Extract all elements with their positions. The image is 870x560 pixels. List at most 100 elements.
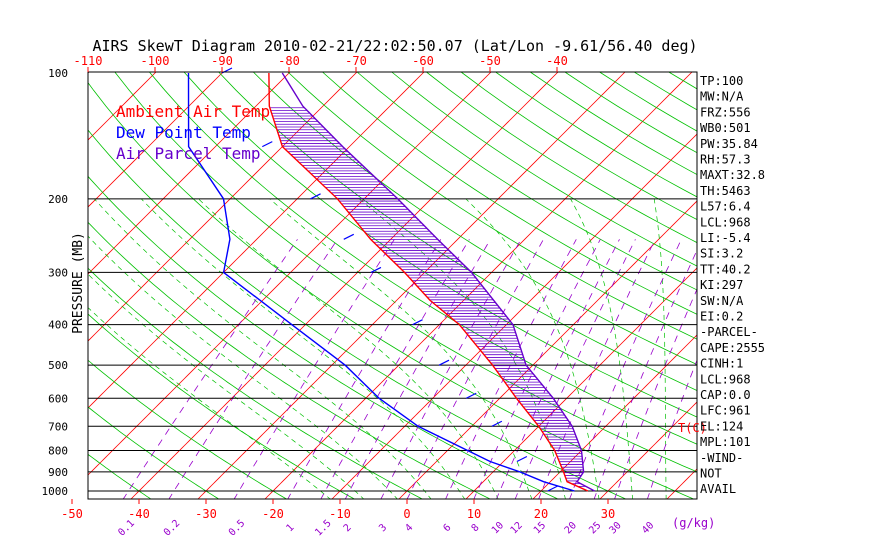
isotherm-line xyxy=(197,72,626,499)
mixing-ratio-line xyxy=(168,239,338,499)
moist-adiabat-line xyxy=(88,307,331,499)
dry-adiabat-line xyxy=(774,54,870,500)
dry-adiabat-line xyxy=(252,72,697,366)
top-tick-label: -90 xyxy=(211,54,233,68)
bottom-tick-label: -50 xyxy=(61,507,83,521)
isotherm-line xyxy=(398,200,697,499)
wind-marker xyxy=(262,141,273,148)
mixing-ratio-line xyxy=(473,239,601,499)
index-label: MAXT:32.8 xyxy=(700,168,765,182)
index-label: L57:6.4 xyxy=(700,200,751,214)
mixing-ratio-line xyxy=(233,239,395,499)
wind-marker xyxy=(465,392,477,399)
dry-adiabat-line xyxy=(356,72,697,291)
moist-adiabat-line xyxy=(94,198,432,499)
top-tick-label: -60 xyxy=(412,54,434,68)
wind-marker xyxy=(547,485,558,492)
bottom-tick-label: 20 xyxy=(534,507,548,521)
mixing-ratio-label: 4 xyxy=(403,522,415,534)
profile-lines xyxy=(187,72,595,492)
wind-marker xyxy=(370,266,382,273)
y-tick-label: 700 xyxy=(48,420,68,433)
bottom-tick-label: 30 xyxy=(601,507,615,521)
index-label: FRZ:556 xyxy=(700,105,751,119)
isotherm-line xyxy=(800,54,870,500)
isotherm-line xyxy=(88,72,358,342)
legend: Ambient Air Temp Dew Point Temp Air Parcel… xyxy=(116,102,270,163)
index-label: LCL:968 xyxy=(700,215,751,229)
top-tick-label: -70 xyxy=(345,54,367,68)
x-unit-label: T(C) xyxy=(678,421,707,435)
mixing-ratio-label: 0.5 xyxy=(227,518,248,539)
y-tick-label: 900 xyxy=(48,466,68,479)
mixing-ratio-label: 30 xyxy=(608,520,624,536)
y-tick-label: 400 xyxy=(48,319,68,332)
isotherm-line xyxy=(88,72,425,409)
bottom-tick-label: 0 xyxy=(403,507,410,521)
y-tick-label: 1000 xyxy=(42,485,69,498)
dry-adiabat-line xyxy=(88,406,220,499)
isotherm-line xyxy=(465,267,697,499)
top-temperature-axis: -110 -100 -90 -80 -70 -60 -50 -40 xyxy=(74,54,568,72)
mixing-ratio-line xyxy=(344,239,491,499)
background-lines xyxy=(88,54,870,500)
dry-adiabat-line xyxy=(668,72,697,90)
dry-adiabat-line xyxy=(842,54,870,500)
top-tick-label: -50 xyxy=(479,54,501,68)
y-axis-label: PRESSURE (MB) xyxy=(71,232,86,334)
index-label: RH:57.3 xyxy=(700,153,751,167)
mixing-ratio-line xyxy=(122,239,298,499)
bottom-tick-label: 10 xyxy=(467,507,481,521)
wind-markers xyxy=(221,67,558,492)
dry-adiabat-line xyxy=(741,54,870,500)
chart-title: AIRS SkewT Diagram 2010-02-21/22:02:50.0… xyxy=(92,37,697,55)
wind-marker xyxy=(438,359,450,366)
index-label: LI:-5.4 xyxy=(700,231,751,245)
index-label: NOT xyxy=(700,467,722,481)
moist-adiabat-line xyxy=(269,198,533,499)
top-tick-label: -100 xyxy=(141,54,170,68)
mixing-ratio-line xyxy=(614,288,697,499)
index-label: TP:100 xyxy=(700,74,743,88)
mixing-ratio-label: 0.1 xyxy=(116,518,137,539)
mixing-ratio-label: 2 xyxy=(342,522,354,534)
y-tick-label: 600 xyxy=(48,392,68,405)
index-label: TH:5463 xyxy=(700,184,751,198)
mixing-ratio-unit-label: (g/kg) xyxy=(672,516,715,530)
dry-adiabat-line xyxy=(88,453,152,499)
series-line-air-parcel-temp xyxy=(281,72,595,492)
wind-marker xyxy=(412,319,423,326)
mixing-ratio-label: 12 xyxy=(509,520,525,536)
isotherm-line xyxy=(733,54,870,500)
top-tick-label: -110 xyxy=(74,54,103,68)
y-tick-label: 800 xyxy=(48,444,68,457)
mixing-ratio-label: 40 xyxy=(640,520,656,536)
isotherm-line xyxy=(331,133,697,499)
y-tick-label: 100 xyxy=(48,67,68,80)
mixing-ratio-labels: 0.1 0.2 0.5 1 1.5 2 3 4 6 8 10 12 15 20 25 30 40 xyxy=(116,518,656,539)
moist-adiabat-line xyxy=(88,235,398,499)
legend-entry: Ambient Air Temp xyxy=(116,102,270,121)
mixing-ratio-label: 25 xyxy=(587,520,603,536)
index-label: EI:0.2 xyxy=(700,310,743,324)
index-label: LFC:961 xyxy=(700,404,751,418)
index-label: TT:40.2 xyxy=(700,262,751,276)
dry-adiabat-line xyxy=(808,54,870,500)
dry-adiabat-line xyxy=(88,313,356,499)
index-label: SI:3.2 xyxy=(700,247,743,261)
mixing-ratio-line xyxy=(406,239,544,499)
mixing-ratio-line xyxy=(287,239,442,499)
mixing-ratio-line xyxy=(445,239,577,499)
mixing-ratio-line xyxy=(320,239,470,499)
dry-adiabat-line xyxy=(425,72,697,244)
index-label: SW:N/A xyxy=(700,294,744,308)
mixing-ratio-label: 3 xyxy=(377,522,389,534)
cape-hatching xyxy=(269,107,586,487)
dry-adiabat-line xyxy=(460,72,697,221)
mixing-ratio-label: 0.2 xyxy=(162,518,183,539)
index-label: MPL:101 xyxy=(700,435,751,449)
dry-adiabat-line xyxy=(218,72,697,391)
isotherm-line xyxy=(88,72,492,476)
moist-adiabat-line xyxy=(653,198,667,499)
